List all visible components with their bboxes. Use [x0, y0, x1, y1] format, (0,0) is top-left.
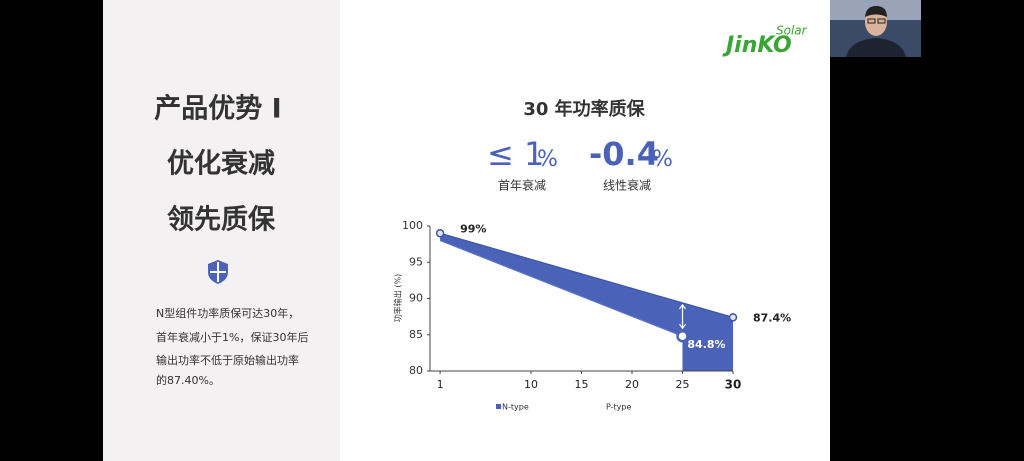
- value-label: 99%: [460, 222, 486, 235]
- stat-big: ≤ 1: [487, 135, 544, 173]
- shield-icon: [208, 260, 228, 284]
- n-type-area: [440, 233, 733, 371]
- x-tick-label: 10: [524, 378, 538, 391]
- left-title: 领先质保: [167, 205, 276, 236]
- x-tick-label: 25: [676, 378, 690, 391]
- left-title: 产品优势 I: [154, 94, 281, 125]
- legend-swatch: [496, 404, 501, 409]
- x-tick-label: 30: [725, 378, 742, 392]
- left-panel: [103, 0, 340, 461]
- y-tick-label: 95: [409, 255, 423, 268]
- webcam: [830, 0, 921, 57]
- chart: 80 85 90 95 100 1 10 15 20 25 30 功率输出 (%) 99% 87.4% 84…: [393, 219, 792, 412]
- value-label: 84.8%: [687, 338, 725, 351]
- description: 首年衰减小于1%，保证30年后: [156, 330, 308, 344]
- y-tick-label: 85: [409, 328, 423, 341]
- stat-big: -0.4: [589, 135, 659, 173]
- value-label: 87.4%: [753, 311, 791, 324]
- heading: 30 年功率质保: [523, 98, 645, 120]
- logo-brand: JinKO: [722, 33, 792, 58]
- x-tick-label: 15: [575, 378, 589, 391]
- data-point: [728, 313, 738, 322]
- series-line: [439, 239, 683, 337]
- logo: JinKO Solar: [722, 24, 808, 59]
- x-tick-label: 1: [437, 378, 444, 391]
- description: 输出功率不低于原始输出功率: [156, 353, 299, 367]
- y-axis-label: 功率输出 (%): [393, 274, 403, 322]
- data-point: [676, 329, 689, 343]
- gap-arrow-head: [679, 303, 686, 330]
- y-tick-label: 90: [409, 292, 423, 305]
- description: N型组件功率质保可达30年，: [156, 306, 299, 320]
- y-tick-label: 100: [402, 219, 423, 232]
- left-title: 优化衰减: [167, 148, 275, 180]
- stat-caption: 线性衰减: [603, 178, 651, 193]
- legend-label: P-type: [606, 403, 631, 412]
- series-line: [439, 232, 734, 318]
- description: 的87.40%。: [156, 373, 220, 387]
- x-tick-label: 20: [625, 378, 639, 391]
- stat-caption: 首年衰减: [498, 178, 546, 193]
- y-tick-label: 80: [409, 364, 423, 377]
- stat-unit: %: [652, 147, 673, 172]
- data-point: [435, 229, 445, 238]
- legend-swatch: [600, 404, 605, 409]
- legend-label: N-type: [502, 403, 529, 412]
- logo-sub: Solar: [776, 24, 808, 38]
- stat-unit: %: [537, 147, 558, 172]
